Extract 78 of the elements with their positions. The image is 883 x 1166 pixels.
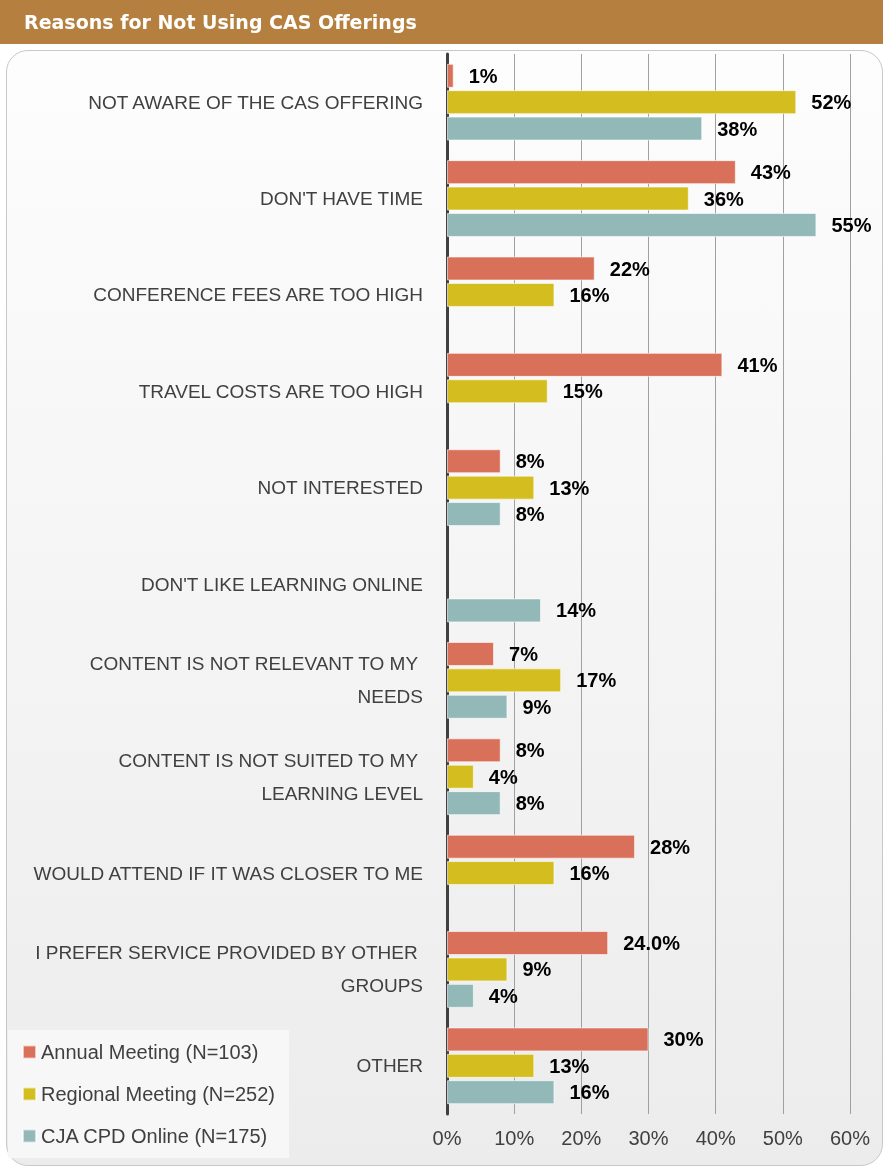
bar: [447, 212, 817, 237]
data-label: 16%: [569, 1081, 610, 1104]
data-label: 16%: [569, 283, 610, 306]
data-label: 43%: [750, 161, 792, 184]
y-tick-label: OTHER: [356, 1055, 423, 1077]
y-tick-label: I PREFER SERVICE PROVIDED BY OTHER GROUPS: [35, 942, 423, 997]
data-label: 22%: [609, 257, 651, 280]
bar: [447, 116, 703, 141]
x-tick-label: 40%: [695, 1127, 736, 1149]
bar: [447, 861, 555, 886]
data-label: 13%: [549, 476, 590, 499]
data-label: 52%: [811, 91, 852, 114]
bar: [447, 449, 501, 474]
bar: [447, 834, 636, 859]
bar: [447, 957, 508, 982]
bar: [447, 983, 474, 1008]
data-label: 4%: [488, 984, 518, 1007]
x-tick-label: 10%: [494, 1127, 535, 1149]
data-label: 55%: [831, 213, 872, 236]
legend-label: Annual Meeting (N=103): [41, 1041, 259, 1063]
data-label: 41%: [737, 353, 778, 376]
data-label: 8%: [515, 503, 545, 526]
data-label: 14%: [556, 599, 597, 622]
bar: [447, 1053, 535, 1078]
bar: [447, 352, 723, 377]
y-tick-label: DON'T LIKE LEARNING ONLINE: [140, 573, 423, 595]
legend-label: Regional Meeting (N=252): [41, 1083, 276, 1105]
x-tick-label: 20%: [561, 1127, 602, 1149]
x-tick-label: 30%: [628, 1127, 669, 1149]
data-label: 15%: [562, 380, 603, 403]
bar: [447, 931, 609, 956]
bar: [447, 502, 501, 527]
y-tick-label: CONFERENCE FEES ARE TOO HIGH: [93, 284, 423, 306]
data-label: 38%: [717, 117, 758, 140]
data-label: 8%: [515, 450, 545, 473]
y-tick-label: NOT AWARE OF THE CAS OFFERING: [88, 91, 423, 113]
bar: [447, 598, 542, 623]
y-tick-label: CONTENT IS NOT SUITED TO MY LEARNING LEVEL: [118, 749, 423, 804]
y-tick-label: NOT INTERESTED: [257, 477, 423, 499]
data-label: 1%: [468, 64, 498, 87]
data-label: 9%: [522, 958, 552, 981]
bar: [447, 90, 797, 115]
x-tick-label: 0%: [432, 1127, 462, 1149]
legend-label: CJA CPD Online (N=175): [41, 1125, 268, 1147]
y-tick-label: TRAVEL COSTS ARE TOO HIGH: [138, 380, 423, 402]
y-tick-label: WOULD ATTEND IF IT WAS CLOSER TO ME: [33, 862, 423, 884]
bar: [447, 475, 535, 500]
data-label: 8%: [515, 739, 545, 762]
data-label: 8%: [515, 792, 545, 815]
x-tick-label: 60%: [829, 1127, 871, 1149]
text: Reasons for Not Using CAS Offerings: [0, 0, 883, 44]
y-tick-label: DON'T HAVE TIME: [259, 188, 423, 210]
data-label: 4%: [488, 765, 518, 788]
data-label: 24.0%: [623, 932, 681, 955]
bar: [447, 668, 562, 693]
y-tick-label: CONTENT IS NOT RELEVANT TO MY NEEDS: [89, 653, 423, 708]
bar: [447, 764, 474, 789]
bar: [447, 1080, 555, 1105]
x-tick-label: 50%: [762, 1127, 804, 1149]
bar: [447, 641, 495, 666]
bar: [447, 738, 501, 763]
bar: [447, 186, 689, 211]
bar: [447, 791, 501, 816]
data-label: 13%: [549, 1054, 590, 1077]
data-label: 7%: [509, 642, 539, 665]
data-label: 17%: [576, 669, 617, 692]
data-label: 36%: [703, 187, 745, 210]
bar: [447, 379, 548, 404]
data-label: 9%: [522, 695, 552, 718]
bar: [447, 1027, 649, 1052]
bar: [447, 282, 555, 307]
bar: [447, 256, 595, 281]
data-label: 28%: [650, 835, 691, 858]
bar: [447, 160, 736, 185]
data-label: 30%: [663, 1028, 704, 1051]
data-label: 16%: [569, 862, 610, 885]
bar: [447, 63, 454, 88]
bar: [447, 694, 508, 719]
